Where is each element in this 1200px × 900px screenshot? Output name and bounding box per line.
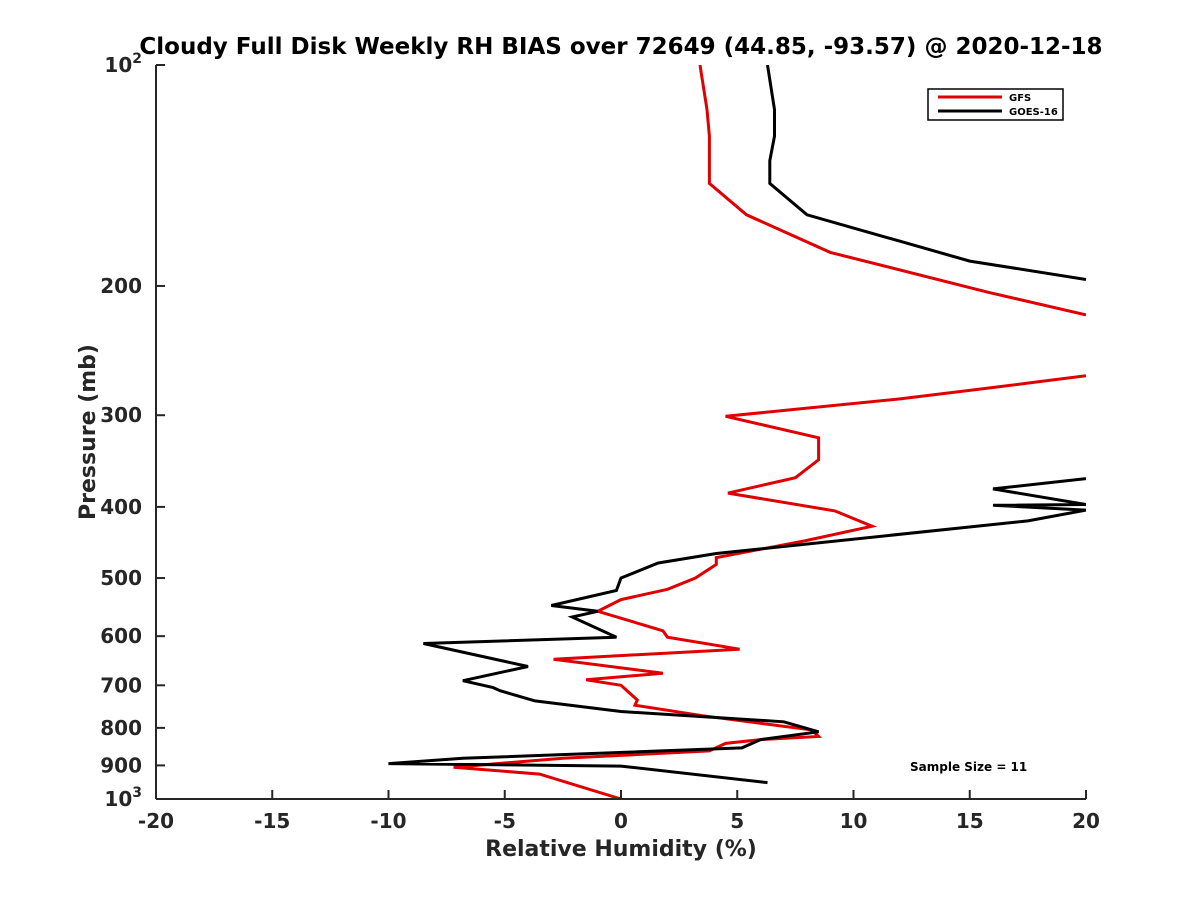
y-tick-label: 700 [100,673,142,697]
series-line-goes-16 [388,65,1086,785]
x-tick-label: -20 [138,809,174,833]
y-tick-label: 900 [100,753,142,777]
legend-label: GOES-16 [1009,107,1058,118]
x-axis-label: Relative Humidity (%) [485,837,757,862]
y-tick-label: 200 [100,274,142,298]
y-tick-label: 300 [100,403,142,427]
x-tick-label: 20 [1072,809,1100,833]
x-tick-label: 5 [730,809,744,833]
x-tick-label: 15 [956,809,984,833]
axes-layer: -20 -15 -10 -5 0 5 10 15 20 102 200 300 400 500 600 700… [100,51,1100,833]
sample-size-annotation: Sample Size = 11 [910,760,1027,774]
y-tick-label: 800 [100,716,142,740]
legend-label: GFS [1009,93,1031,104]
x-tick-label: -5 [494,809,516,833]
x-tick-label: 0 [614,809,628,833]
y-tick-label: 500 [100,566,142,590]
series-layer [388,65,1086,799]
chart-title: Cloudy Full Disk Weekly RH BIAS over 726… [139,34,1102,60]
y-tick-label: 600 [100,624,142,648]
y-tick-label: 103 [104,785,142,811]
y-tick-label: 400 [100,495,142,519]
series-line-gfs [453,65,1086,799]
x-tick-label: -15 [254,809,290,833]
x-tick-label: -10 [370,809,406,833]
y-tick-label: 102 [104,51,142,77]
legend: GFS GOES-16 [927,88,1064,121]
legend-box [927,88,1064,121]
y-axis-label: Pressure (mb) [76,344,101,520]
x-tick-label: 10 [840,809,868,833]
